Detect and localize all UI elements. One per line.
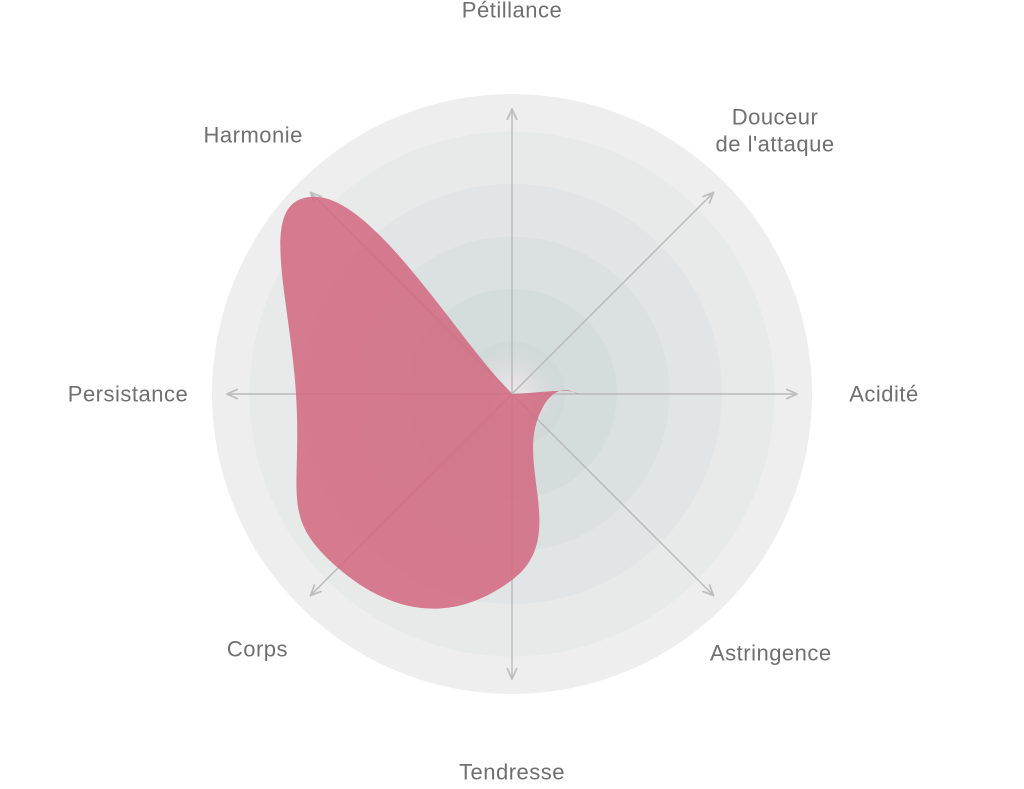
radar-svg	[0, 0, 1024, 789]
taste-radar-chart: PétillanceDouceur de l'attaqueAciditéAst…	[0, 0, 1024, 789]
